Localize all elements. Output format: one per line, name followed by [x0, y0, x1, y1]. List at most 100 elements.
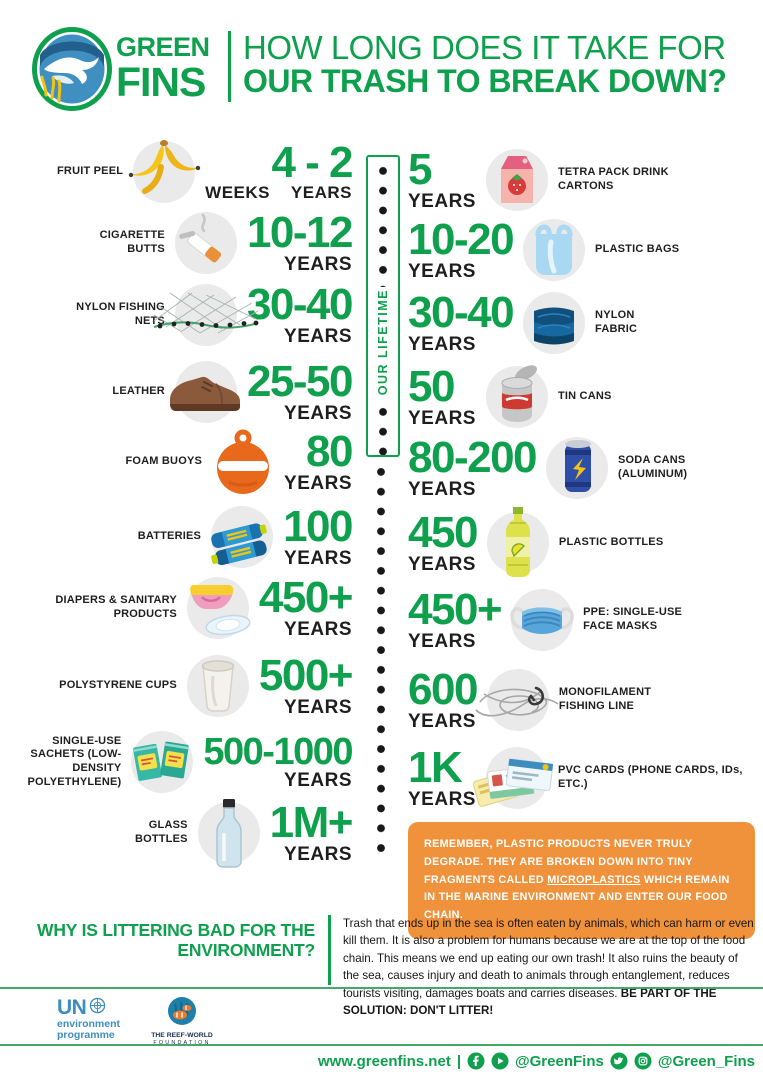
item-face-masks: 450+ YEARS PPE: SINGLE-USE FACE MASKS — [408, 582, 713, 658]
item-diapers-sanitary-products: DIAPERS & SANITARY PRODUCTS 450+ YEARS — [32, 570, 354, 646]
plastic-bag-icon — [523, 219, 586, 281]
item-fruit-peel: FRUIT PEEL 4 - 2 WEEKS YEARS — [43, 134, 353, 210]
why-littering-heading: WHY IS LITTERING BAD FOR THE ENVIRONMENT… — [37, 920, 315, 960]
our-lifetime-timeline: OUR LIFETIME — [366, 155, 400, 457]
brand-wordmark: GREEN FINS — [116, 34, 210, 103]
item-unit: YEARS — [408, 630, 476, 652]
item-single-use-sachets: SINGLE-USE SACHETS (LOW-DENSITY POLYETHY… — [6, 724, 353, 800]
item-nylon-fishing-nets: NYLON FISHING NETS 30-40 YEARS — [70, 277, 354, 353]
un-environment-programme-logo: UN environment programme — [57, 996, 121, 1041]
item-batteries: BATTERIES 100 YEARS — [106, 499, 353, 575]
item-value: 600 — [408, 665, 478, 715]
why-body-emphasis: BE PART OF THE SOLUTION: DON'T LITTER! — [343, 986, 717, 1017]
un-line1: environment — [57, 1018, 121, 1031]
item-value: 80 — [306, 427, 353, 477]
item-unit: YEARS — [408, 478, 476, 500]
item-tin-cans: 50 YEARS TIN CANS — [408, 359, 653, 435]
item-label: NYLON FISHING NETS — [76, 301, 165, 327]
item-label: LEATHER — [112, 385, 165, 398]
item-unit: WEEKS YEARS — [205, 183, 352, 203]
item-cigarette-butts: CIGARETTE BUTTS 10-12 YEARS — [70, 205, 354, 281]
greenfins-handle[interactable]: @GreenFins — [515, 1052, 604, 1070]
item-value: 450 — [408, 508, 478, 558]
item-label: PVC CARDS (PHONE CARDS, IDs, ETC.) — [557, 764, 743, 790]
fishing-net-icon — [153, 284, 259, 346]
item-value: 1M+ — [269, 798, 354, 848]
leather-shoe-icon — [169, 361, 240, 423]
brand-top: GREEN — [116, 32, 210, 62]
item-unit: YEARS — [408, 407, 476, 429]
why-body-text: Trash that ends up in the sea is often e… — [343, 917, 754, 1000]
item-unit: YEARS — [284, 618, 352, 640]
item-soda-cans: 80-200 YEARS SODA CANS (ALUMINUM) — [408, 430, 748, 506]
item-unit: YEARS — [284, 843, 352, 865]
page-title-line1: HOW LONG DOES IT TAKE FOR — [243, 29, 726, 66]
facebook-icon[interactable] — [467, 1052, 485, 1070]
banana-peel-icon — [128, 140, 201, 203]
note-text-end: WHICH REMAIN IN THE MARINE ENVIRONMENT A… — [424, 873, 730, 922]
timeline-dots-top — [376, 157, 390, 288]
item-unit: YEARS — [284, 253, 352, 275]
fishing-line-icon — [475, 669, 559, 731]
item-fishing-line: 600 YEARS MONOFILAMENT FISHING LINE — [408, 662, 689, 738]
drink-carton-icon — [485, 149, 548, 211]
item-value: 100 — [283, 502, 353, 552]
item-value: 450+ — [258, 573, 354, 623]
item-label: FRUIT PEEL — [57, 165, 124, 178]
instagram-icon[interactable] — [634, 1052, 652, 1070]
item-label: NYLON FABRIC — [595, 309, 638, 335]
item-label: FOAM BUOYS — [125, 455, 203, 468]
item-unit: YEARS — [408, 553, 476, 575]
item-label: CIGARETTE BUTTS — [99, 229, 165, 255]
foam-buoy-icon — [212, 429, 274, 494]
cigarette-butt-icon — [174, 212, 237, 274]
item-pvc-cards: 1K YEARS — [408, 740, 748, 816]
item-nylon-fabric: 30-40 YEARS NYLON FABRIC — [408, 285, 675, 361]
item-value: 500-1000 — [203, 730, 353, 773]
item-value: 10-12 — [246, 208, 354, 258]
face-mask-icon — [510, 589, 574, 651]
item-label: POLYSTYRENE CUPS — [59, 679, 177, 692]
item-value: 450+ — [408, 585, 503, 635]
reef-world-emblem-icon — [168, 997, 196, 1025]
item-tetra-pack: 5 YEARS TETRA PACK DRINK CARTONS — [408, 142, 688, 218]
youtube-icon[interactable] — [491, 1052, 509, 1070]
item-plastic-bags: 10-20 YEARS PLASTIC BAGS — [408, 212, 690, 288]
item-unit: YEARS — [284, 769, 352, 791]
batteries-icon — [211, 506, 274, 568]
item-label: SINGLE-USE SACHETS (LOW-DENSITY POLYETHY… — [27, 734, 122, 788]
item-label: SODA CANS (ALUMINUM) — [618, 454, 688, 480]
item-foam-buoys: FOAM BUOYS 80 YEARS — [87, 424, 353, 500]
timeline-dotted-tail — [374, 458, 388, 862]
item-value: 500+ — [258, 651, 354, 701]
reef-world-sub: FOUNDATION — [153, 1040, 211, 1046]
item-value: 5 — [408, 145, 432, 195]
green-fins-logo-icon — [32, 27, 112, 116]
glass-bottle-icon — [197, 799, 260, 868]
item-unit: YEARS — [284, 547, 352, 569]
green-fins-handle[interactable]: @Green_Fins — [657, 1052, 755, 1070]
reef-world-foundation-logo: THE REEF-WORLD FOUNDATION — [146, 996, 218, 1046]
item-value: 1K — [408, 743, 463, 793]
plastic-bottle-icon — [486, 507, 549, 577]
item-unit: YEARS — [408, 260, 476, 282]
item-unit: YEARS — [408, 333, 476, 355]
item-value: 4 - 2 — [271, 137, 353, 187]
tin-can-icon — [485, 365, 548, 428]
footer-links-bar: www.greenfins.net | @GreenFins @Green_Fi… — [318, 1052, 755, 1070]
website-link[interactable]: www.greenfins.net — [318, 1052, 451, 1070]
microplastics-note: REMEMBER, PLASTIC PRODUCTS NEVER TRULY D… — [408, 822, 755, 940]
why-littering-body: Trash that ends up in the sea is often e… — [343, 915, 755, 1019]
item-label: MONOFILAMENT FISHING LINE — [558, 686, 652, 712]
item-unit: YEARS — [284, 472, 352, 494]
item-label: PLASTIC BAGS — [595, 243, 680, 256]
item-label: TIN CANS — [557, 390, 612, 403]
item-value: 10-20 — [408, 215, 515, 265]
item-value: 50 — [408, 362, 455, 412]
diaper-icon — [186, 577, 251, 639]
footer-bottom-rule — [0, 1044, 763, 1046]
item-unit: YEARS — [408, 190, 476, 212]
twitter-icon[interactable] — [610, 1052, 628, 1070]
polystyrene-cup-icon — [186, 655, 249, 717]
item-unit: YEARS — [284, 402, 352, 424]
